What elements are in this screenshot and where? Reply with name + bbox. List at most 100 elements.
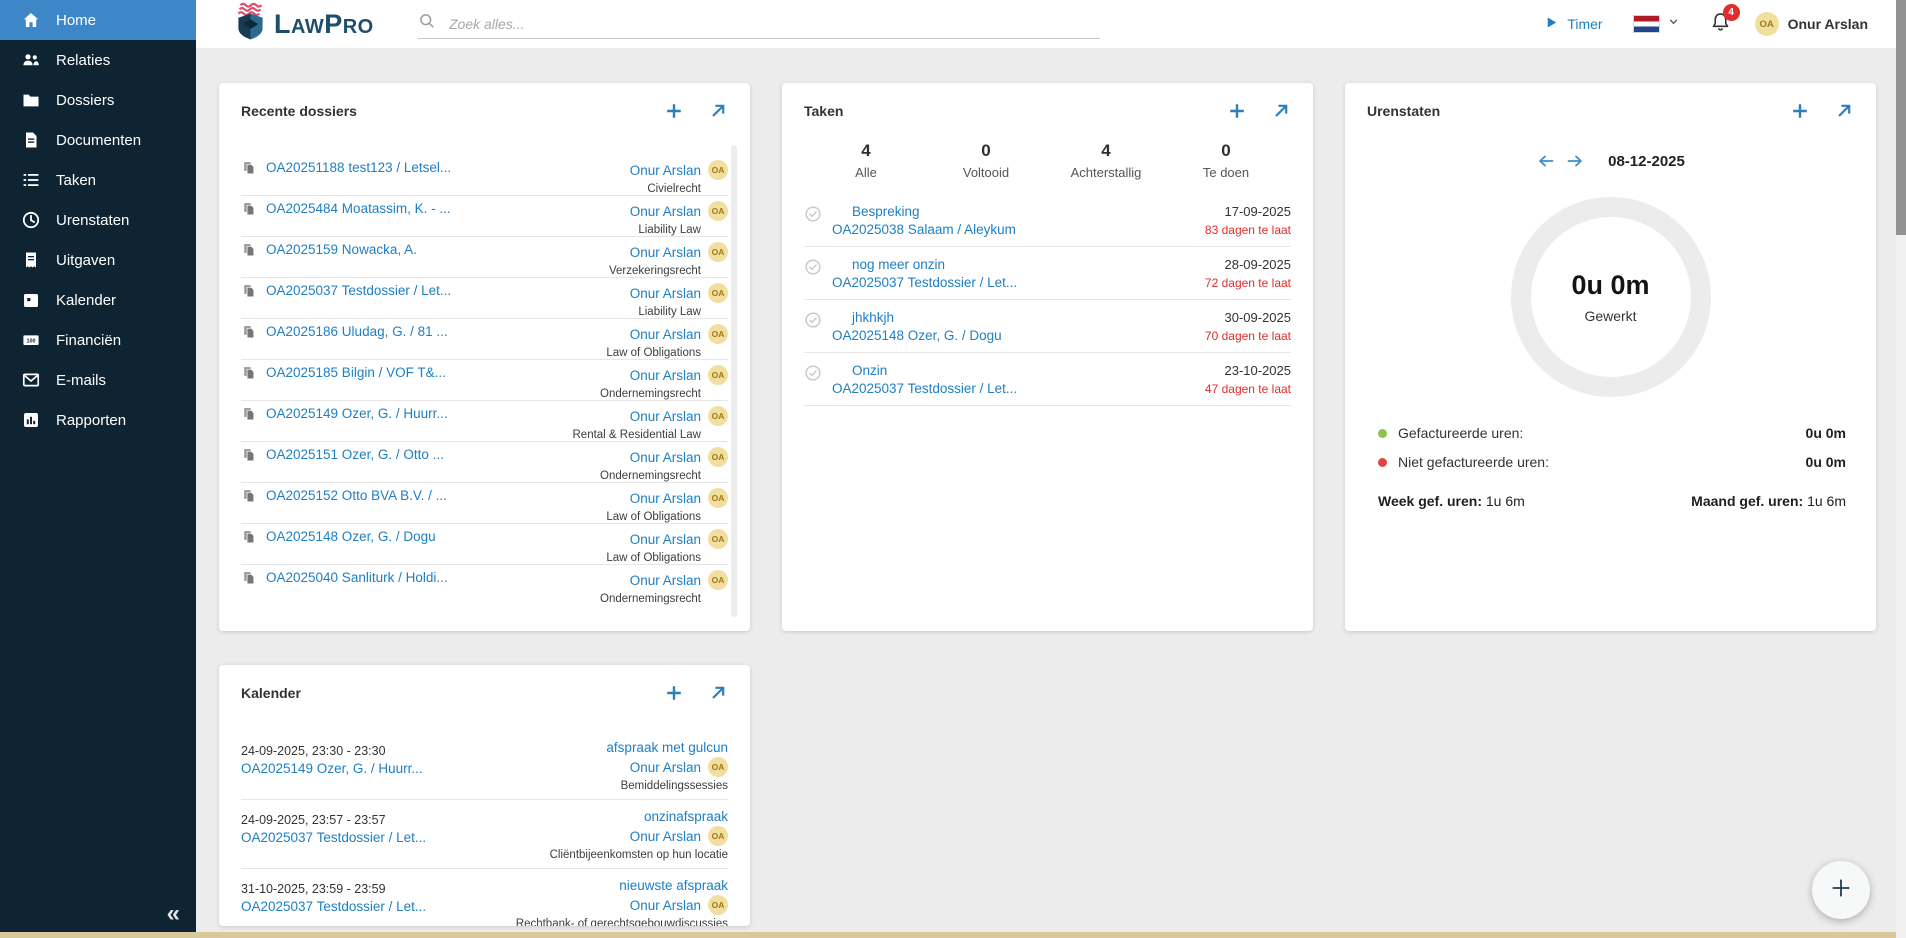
dossier-link[interactable]: OA2025151 Ozer, G. / Otto ... [241, 447, 444, 482]
event-owner-link[interactable]: Onur Arslan OA [550, 826, 728, 846]
open-tasks-button[interactable] [1271, 101, 1291, 121]
event-dossier-link[interactable]: OA2025149 Ozer, G. / Huurr... [241, 761, 423, 776]
task-title-link[interactable]: nog meer onzin [852, 257, 946, 272]
check-circle-icon[interactable] [804, 257, 822, 290]
sidebar-item[interactable]: Uitgaven [0, 240, 196, 280]
sidebar-item-label: Kalender [56, 291, 117, 309]
task-dossier-link[interactable]: OA2025037 Testdossier / Let... [832, 275, 1018, 290]
dossier-link[interactable]: OA2025185 Bilgin / VOF T&... [241, 365, 446, 400]
dossier-code: OA2025186 Uludag, G. / 81 ... [266, 324, 448, 339]
window-scrollbar[interactable] [1896, 0, 1906, 938]
home-icon [21, 10, 41, 30]
task-dossier-link[interactable]: OA2025148 Ozer, G. / Dogu [832, 328, 1002, 343]
task-stats: 4 Alle 0 Voltooid 4 Achterstallig 0 Te d… [806, 141, 1293, 180]
sidebar-item-label: Relaties [56, 51, 111, 69]
check-circle-icon[interactable] [804, 204, 822, 237]
search-input[interactable] [447, 14, 1100, 33]
sidebar: Home Relaties Dossiers Documenten Taken [0, 0, 196, 938]
dossier-list-scrollbar[interactable] [731, 145, 737, 617]
dossier-row: OA20251188 test123 / Letsel... Onur Arsl… [241, 155, 728, 196]
sidebar-item[interactable]: E-mails [0, 360, 196, 400]
sidebar-item[interactable]: Urenstaten [0, 200, 196, 240]
add-task-button[interactable] [1227, 101, 1247, 121]
sidebar-item[interactable]: 100 Financiën [0, 320, 196, 360]
document-copy-icon [241, 488, 257, 523]
add-event-button[interactable] [664, 683, 684, 703]
dossier-link[interactable]: OA2025148 Ozer, G. / Dogu [241, 529, 436, 564]
task-stat[interactable]: 4 Alle [806, 141, 926, 180]
dossier-category: Ondernemingsrecht [600, 388, 701, 400]
open-calendar-button[interactable] [708, 683, 728, 703]
event-title-link[interactable]: nieuwste afspraak [619, 878, 728, 893]
previous-day-button[interactable] [1536, 151, 1556, 171]
dossier-owner-link[interactable]: Onur Arslan OA [573, 406, 728, 426]
dossier-owner-link[interactable]: Onur Arslan OA [606, 529, 728, 549]
worked-hours-value: 0u 0m [1571, 270, 1650, 300]
user-name[interactable]: Onur Arslan [1787, 16, 1868, 32]
check-circle-icon[interactable] [804, 310, 822, 343]
dossier-owner-link[interactable]: Onur Arslan OA [609, 242, 728, 262]
task-stat-label: Alle [855, 165, 877, 180]
task-title-link[interactable]: Bespreking [852, 204, 920, 219]
dossier-owner-link[interactable]: Onur Arslan OA [600, 570, 728, 590]
worked-hours-ring: 0u 0m Gewerkt [1510, 197, 1711, 397]
dossier-owner-link[interactable]: Onur Arslan OA [600, 447, 728, 467]
user-avatar[interactable]: OA [1754, 12, 1779, 36]
event-dossier-link[interactable]: OA2025037 Testdossier / Let... [241, 899, 427, 914]
week-hours-value: 1u 6m [1485, 493, 1525, 509]
calendar-title: Kalender [241, 685, 301, 701]
sidebar-item[interactable]: Home [0, 0, 196, 40]
notifications-button[interactable]: 4 [1710, 4, 1740, 37]
sidebar-item[interactable]: Kalender [0, 280, 196, 320]
dossier-owner-link[interactable]: Onur Arslan OA [606, 488, 728, 508]
sidebar-item-label: Taken [56, 171, 97, 189]
open-dossiers-button[interactable] [708, 101, 728, 121]
chevron-down-icon [1667, 15, 1680, 33]
window-scrollbar-thumb[interactable] [1896, 0, 1906, 235]
sidebar-item[interactable]: Dossiers [0, 80, 196, 120]
dossier-link[interactable]: OA2025484 Moatassim, K. - ... [241, 201, 451, 236]
sidebar-item[interactable]: Relaties [0, 40, 196, 80]
sidebar-item[interactable]: Rapporten [0, 400, 196, 440]
sidebar-item[interactable]: Documenten [0, 120, 196, 160]
open-timesheets-button[interactable] [1834, 101, 1854, 121]
dossier-owner-link[interactable]: Onur Arslan OA [606, 324, 728, 344]
dossier-owner-link[interactable]: Onur Arslan OA [630, 160, 728, 180]
open-arrow-icon [708, 686, 728, 707]
emails-icon [21, 370, 41, 390]
dossier-link[interactable]: OA2025159 Nowacka, A. [241, 242, 417, 277]
dossier-link[interactable]: OA2025152 Otto BVA B.V. / ... [241, 488, 447, 523]
add-timesheet-button[interactable] [1790, 101, 1810, 121]
check-circle-icon[interactable] [804, 363, 822, 396]
dossier-row: OA2025040 Sanliturk / Holdi... Onur Arsl… [241, 565, 728, 606]
dossier-link[interactable]: OA20251188 test123 / Letsel... [241, 160, 451, 195]
owner-name: Onur Arslan [629, 490, 701, 506]
dossier-link[interactable]: OA2025037 Testdossier / Let... [241, 283, 451, 318]
sidebar-item[interactable]: Taken [0, 160, 196, 200]
task-dossier-link[interactable]: OA2025038 Salaam / Aleykum [832, 222, 1016, 237]
task-dossier-link[interactable]: OA2025037 Testdossier / Let... [832, 381, 1018, 396]
dossier-owner-link[interactable]: Onur Arslan OA [600, 365, 728, 385]
floating-add-button[interactable] [1812, 861, 1870, 919]
task-stat[interactable]: 0 Te doen [1166, 141, 1286, 180]
event-owner-link[interactable]: Onur Arslan OA [516, 895, 728, 915]
dossier-link[interactable]: OA2025186 Uludag, G. / 81 ... [241, 324, 448, 359]
dossier-link[interactable]: OA2025040 Sanliturk / Holdi... [241, 570, 448, 606]
task-title-link[interactable]: Onzin [852, 363, 888, 378]
event-title-link[interactable]: onzinafspraak [643, 809, 728, 824]
next-day-button[interactable] [1565, 151, 1585, 171]
event-owner-link[interactable]: Onur Arslan OA [606, 757, 728, 777]
language-selector[interactable] [1632, 15, 1680, 33]
task-stat[interactable]: 4 Achterstallig [1046, 141, 1166, 180]
task-stat[interactable]: 0 Voltooid [926, 141, 1046, 180]
timer-button[interactable]: Timer [1544, 15, 1603, 33]
task-title-link[interactable]: jhkhkjh [852, 310, 895, 325]
event-dossier-link[interactable]: OA2025037 Testdossier / Let... [241, 830, 427, 845]
dossier-owner-link[interactable]: Onur Arslan OA [630, 201, 728, 221]
dossier-link[interactable]: OA2025149 Ozer, G. / Huurr... [241, 406, 448, 441]
dossier-owner-link[interactable]: Onur Arslan OA [630, 283, 728, 303]
sidebar-collapse-button[interactable]: « [166, 900, 180, 927]
add-dossier-button[interactable] [664, 101, 684, 121]
event-title-link[interactable]: afspraak met gulcun [606, 740, 728, 755]
task-list: Bespreking OA2025038 Salaam / Aleykum 17… [804, 194, 1291, 406]
